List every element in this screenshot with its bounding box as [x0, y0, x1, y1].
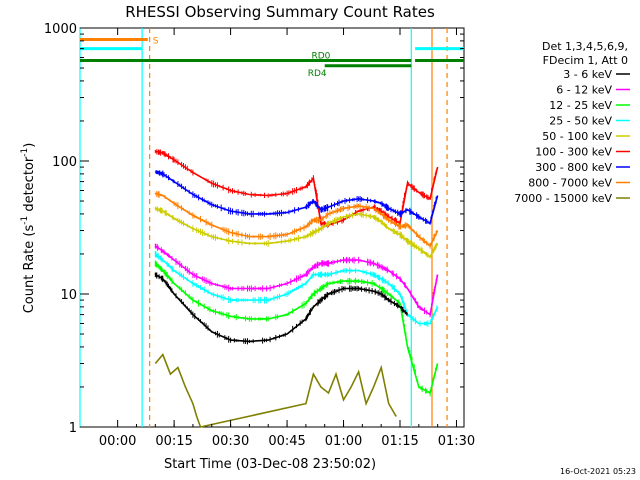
series-noise	[154, 149, 438, 228]
y-tick-label: 1	[69, 421, 77, 436]
series-noise	[155, 355, 395, 427]
y-tick-label: 100	[52, 155, 77, 170]
legend-entry-label: 100 - 300 keV	[535, 146, 612, 159]
series-noise	[154, 170, 438, 225]
y-axis-label-part: )	[22, 143, 37, 148]
x-tick-label: 01:15	[381, 434, 418, 449]
x-tick-label: 00:30	[212, 434, 249, 449]
legend-entry-label: 6 - 12 keV	[556, 84, 612, 97]
state-bar-label: S	[153, 36, 159, 46]
data-series	[154, 149, 439, 428]
state-bar-label: RD4	[308, 69, 327, 79]
series-line	[155, 171, 439, 225]
x-tick-label: 00:15	[155, 434, 192, 449]
y-tick-label: 10	[60, 288, 77, 303]
x-tick-label: 01:00	[325, 434, 362, 449]
series-noise	[154, 251, 438, 327]
chart-title: RHESSI Observing Summary Count Rates	[125, 3, 435, 21]
x-tick-label: 00:45	[268, 434, 305, 449]
y-axis-label-part: Count Rate (s	[22, 225, 37, 314]
legend-header: Det 1,3,4,5,6,9,	[542, 40, 628, 53]
series-noise	[154, 272, 408, 345]
y-tick-label: 1000	[44, 22, 77, 37]
legend-entry-label: 300 - 800 keV	[535, 161, 612, 174]
legend-entry-label: 800 - 7000 keV	[528, 177, 612, 190]
legend-entry-label: 25 - 50 keV	[549, 115, 612, 128]
legend-entry-label: 50 - 100 keV	[542, 130, 612, 143]
series-noise	[154, 190, 438, 249]
legend: Det 1,3,4,5,6,9,FDecim 1, Att 03 - 6 keV…	[514, 40, 630, 205]
series-noise	[154, 243, 438, 318]
y-axis-label: Count Rate (s-1 detector-1)	[20, 143, 37, 314]
state-bars: S RD0 RD4	[80, 36, 464, 79]
series-line	[154, 353, 397, 428]
legend-header: FDecim 1, Att 0	[543, 54, 628, 67]
y-axis-label-sup: -1	[20, 148, 30, 157]
series-line	[154, 262, 439, 395]
state-bar-label: RD0	[311, 51, 330, 61]
legend-entry-label: 7000 - 15000 keV	[514, 192, 612, 205]
axis-ticks: 00:00 00:15 00:30 00:45 01:00 01:15 01:30 1 10 10…	[44, 22, 475, 449]
x-axis-label: Start Time (03-Dec-08 23:50:02)	[164, 457, 376, 472]
legend-entry-label: 12 - 25 keV	[549, 99, 612, 112]
plot-area: S RD0 RD4 00:00 00:15 00:30 00:45 01:00 01:15 01…	[44, 22, 475, 449]
y-axis-label-sup: -1	[20, 216, 30, 225]
x-tick-label: 01:30	[438, 434, 475, 449]
x-tick-label: 00:00	[99, 434, 136, 449]
legend-entry-label: 3 - 6 keV	[563, 68, 612, 81]
attenuator-markers	[79, 28, 448, 427]
timestamp: 16-Oct-2021 05:23	[560, 467, 636, 476]
series-noise	[154, 206, 438, 259]
y-axis-label-part: detector	[22, 156, 37, 216]
